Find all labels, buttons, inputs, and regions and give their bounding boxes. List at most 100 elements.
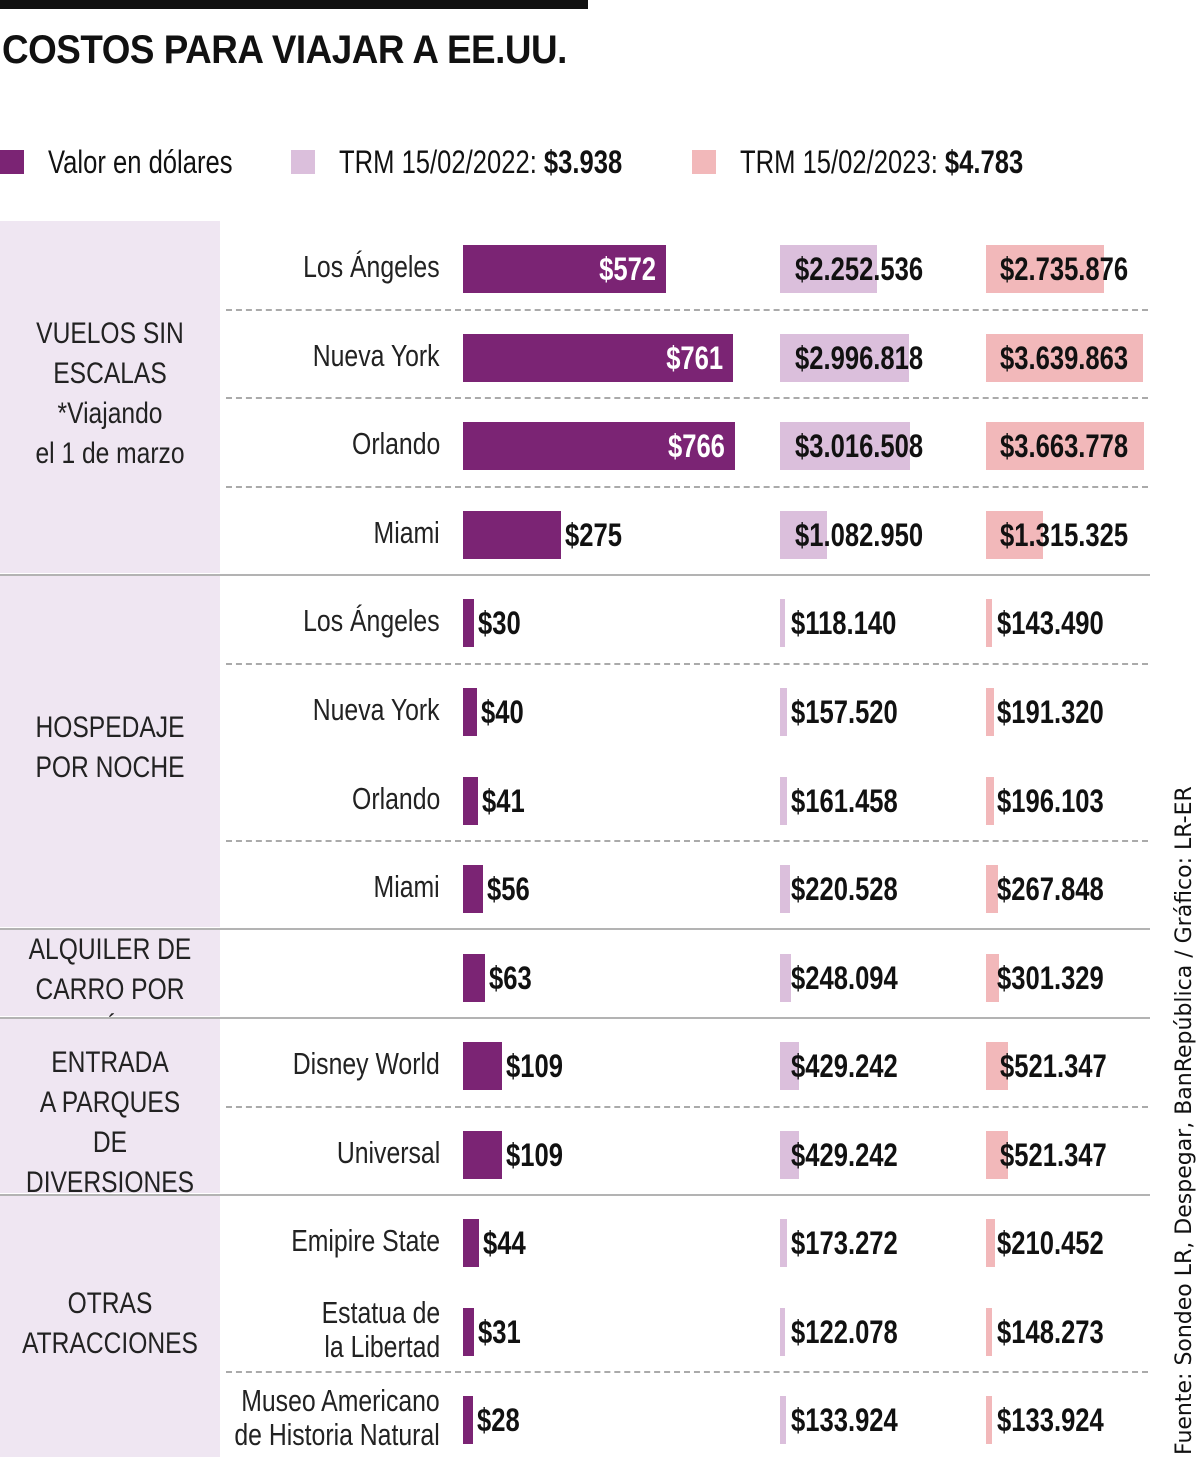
- bar-trm-2022: [780, 865, 790, 914]
- bar-trm-2022: [780, 1042, 799, 1091]
- category-panel: [0, 575, 220, 928]
- bar-trm-2022: [780, 333, 910, 382]
- bar-trm-2022: [780, 510, 827, 559]
- value-trm-2023: $143.490: [997, 605, 1104, 642]
- row-label: Miami: [373, 514, 440, 550]
- bar-usd: [463, 1219, 479, 1268]
- bar-trm-2022: [780, 422, 910, 471]
- value-trm-2022: $122.078: [791, 1313, 898, 1350]
- category-label: VUELOS SIN ESCALAS *Viajando el 1 de marzo: [20, 314, 200, 474]
- row-label: Estatua de la Libertad: [321, 1294, 440, 1364]
- category-panel: [0, 1195, 220, 1457]
- bar-trm-2023: [986, 333, 1143, 382]
- value-usd: $56: [486, 871, 530, 908]
- value-trm-2023: $2.735.876: [1000, 251, 1129, 288]
- value-trm-2022: $157.520: [791, 694, 898, 731]
- bar-usd: [463, 688, 478, 737]
- bar-trm-2023: [986, 1042, 1009, 1091]
- category-label-line: *Viajando: [57, 397, 163, 431]
- value-trm-2022: $161.458: [791, 782, 898, 819]
- bar-trm-2023: [986, 1219, 996, 1268]
- row-divider: [226, 1371, 1148, 1374]
- chart-title: COSTOS PARA VIAJAR A EE.UU.: [2, 28, 567, 72]
- row-label: Nueva York: [313, 692, 440, 728]
- value-trm-2023: $301.329: [997, 959, 1104, 996]
- bar-trm-2022: [780, 1307, 786, 1356]
- row-label: Los Ángeles: [303, 249, 441, 285]
- bar-trm-2023: [986, 688, 995, 737]
- value-usd: $40: [481, 694, 524, 731]
- bar-usd: [463, 1042, 502, 1091]
- bar-trm-2022: [780, 688, 787, 737]
- bar-trm-2023: [986, 1307, 993, 1356]
- value-trm-2023: $191.320: [997, 694, 1104, 731]
- value-usd: $28: [476, 1402, 520, 1439]
- value-trm-2023: $133.924: [997, 1402, 1104, 1439]
- category-label: ENTRADA A PARQUES DE DIVERSIONES: [20, 1043, 200, 1203]
- category-panel: [0, 1017, 220, 1194]
- value-usd: $31: [478, 1313, 521, 1350]
- legend-value-2022: $3.938: [543, 143, 623, 180]
- value-usd: $41: [481, 782, 525, 819]
- value-usd: $30: [477, 605, 521, 642]
- bar-trm-2023: [986, 599, 993, 648]
- value-trm-2022: $3.016.508: [795, 428, 924, 465]
- row-divider: [226, 397, 1148, 400]
- row-divider: [226, 1105, 1148, 1108]
- row-label: Universal: [336, 1134, 440, 1170]
- bar-trm-2023: [986, 776, 995, 825]
- value-usd: $109: [505, 1048, 563, 1085]
- bar-trm-2023: [986, 1130, 1009, 1179]
- section-divider: [0, 1016, 1150, 1019]
- category-label-line: el 1 de marzo: [35, 437, 185, 471]
- bar-trm-2022: [780, 776, 787, 825]
- value-trm-2023: $148.273: [997, 1313, 1104, 1350]
- category-label: OTRAS ATRACCIONES: [20, 1284, 200, 1364]
- category-panel: [0, 221, 220, 574]
- bar-usd: [463, 422, 735, 471]
- value-trm-2022: $2.252.536: [795, 251, 924, 288]
- row-label: Nueva York: [313, 337, 440, 373]
- value-usd: $572: [599, 251, 657, 288]
- value-trm-2022: $248.094: [791, 959, 898, 996]
- section-divider: [0, 928, 1150, 931]
- value-trm-2022: $220.528: [791, 871, 898, 908]
- category-label-line: HOSPEDAJE: [35, 711, 185, 745]
- category-label: HOSPEDAJE POR NOCHE: [20, 708, 200, 788]
- row-label: Museo Americano de Historia Natural: [234, 1383, 440, 1453]
- category-label-line: ESCALAS: [53, 357, 167, 391]
- row-label: Miami: [373, 869, 440, 905]
- category-label-line: VUELOS SIN: [36, 317, 184, 351]
- section-divider: [0, 574, 1150, 577]
- legend-swatch-usd: [0, 150, 24, 174]
- bar-usd: [463, 1307, 474, 1356]
- value-usd: $275: [564, 516, 622, 553]
- row-divider: [226, 308, 1148, 311]
- bar-usd: [463, 333, 734, 382]
- bar-usd: [463, 776, 478, 825]
- bar-usd: [463, 953, 486, 1002]
- value-trm-2022: $133.924: [791, 1402, 898, 1439]
- value-trm-2023: $1.315.325: [1000, 516, 1129, 553]
- value-trm-2022: $429.242: [791, 1136, 898, 1173]
- value-trm-2023: $3.639.863: [1000, 339, 1129, 376]
- value-usd: $761: [666, 339, 724, 376]
- value-usd: $766: [667, 428, 725, 465]
- bar-trm-2023: [986, 865, 998, 914]
- legend-swatch-2023: [692, 150, 716, 174]
- value-trm-2023: $210.452: [997, 1225, 1104, 1262]
- legend-swatch-2022: [291, 150, 315, 174]
- bar-trm-2022: [780, 1219, 788, 1268]
- row-divider: [226, 839, 1148, 842]
- bar-trm-2022: [780, 599, 786, 648]
- value-trm-2023: $196.103: [997, 782, 1104, 819]
- bar-usd: [463, 245, 667, 294]
- value-trm-2022: $2.996.818: [795, 339, 924, 376]
- bar-usd: [463, 865, 483, 914]
- row-label: Disney World: [292, 1046, 440, 1082]
- source-note: Fuente: Sondeo LR, Despegar, BanRepúblic…: [1172, 786, 1197, 1455]
- row-label: Orlando: [351, 780, 440, 816]
- value-trm-2022: $1.082.950: [795, 516, 924, 553]
- bar-trm-2023: [986, 510, 1043, 559]
